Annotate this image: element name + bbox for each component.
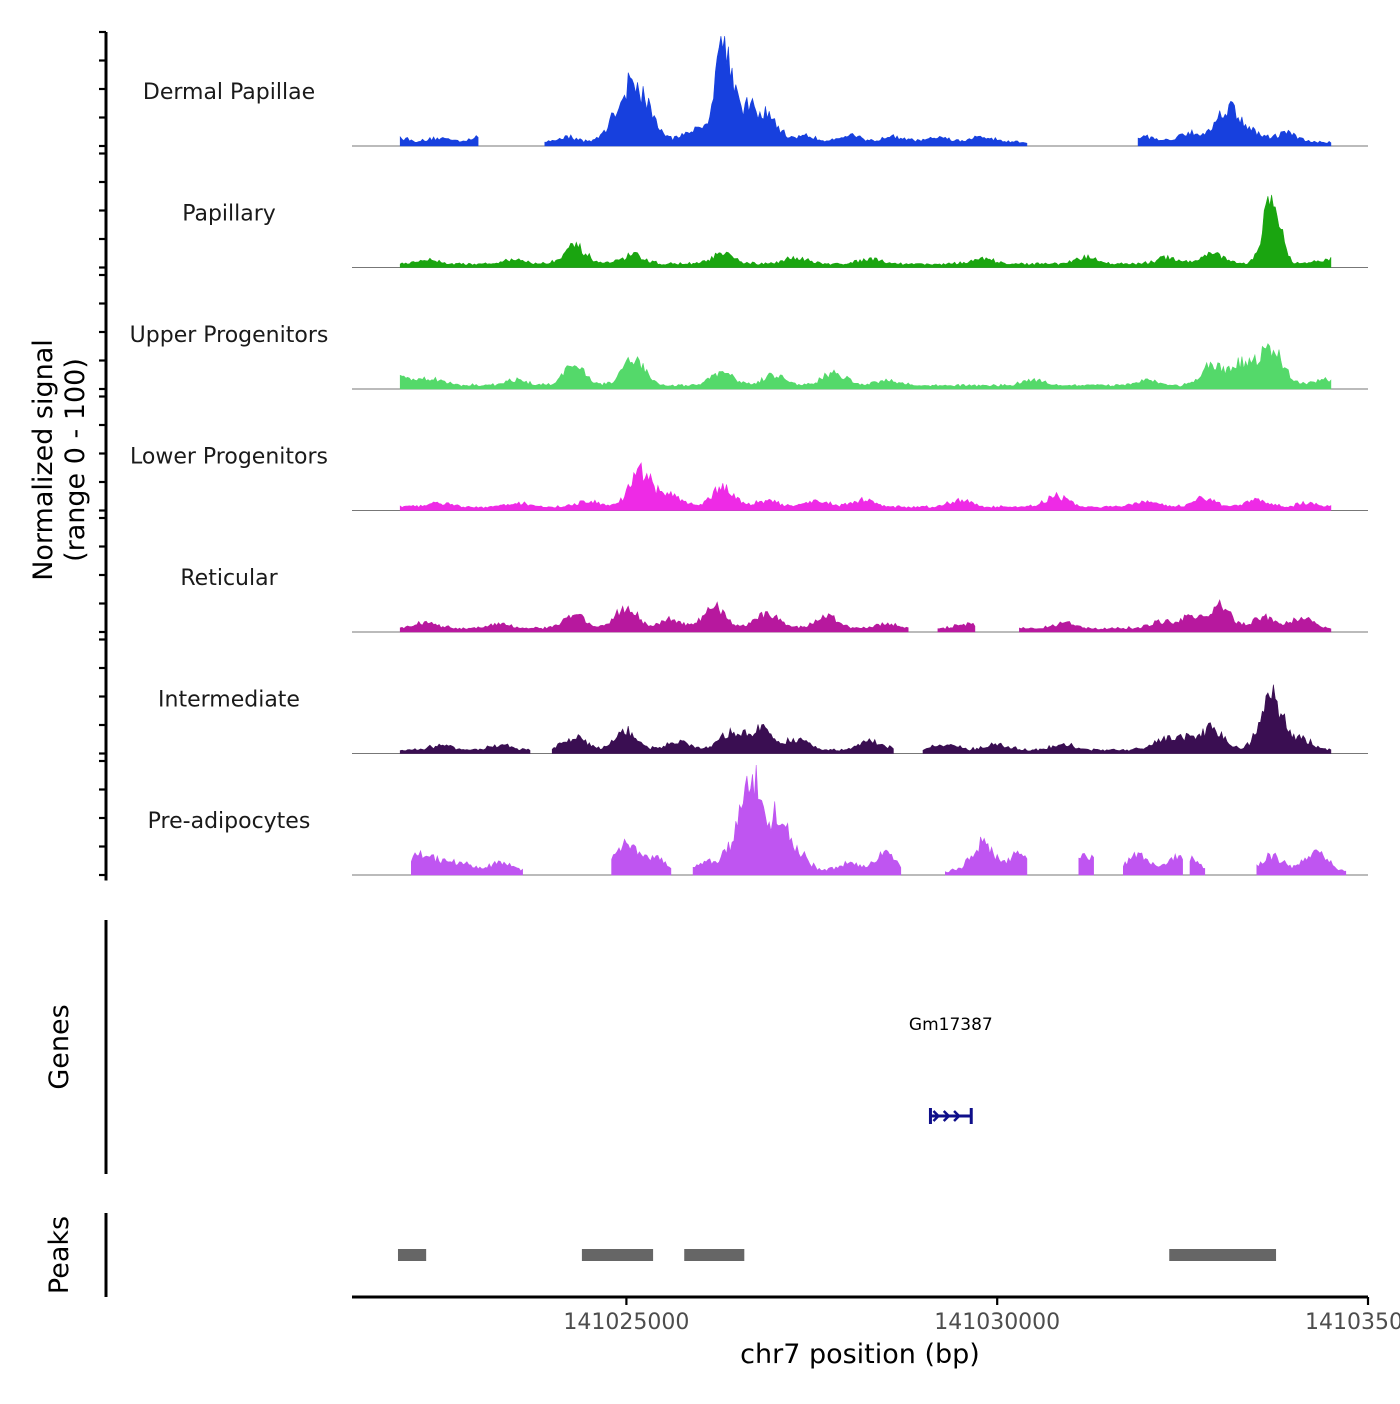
coverage-area <box>1123 851 1183 876</box>
coverage-tracks: Dermal Papillae Papillary Upper Progenitor… <box>130 35 1368 876</box>
track-label: Intermediate <box>158 688 300 713</box>
peak-region <box>581 1249 654 1261</box>
track-pre-adipocytes: Pre-adipocytes <box>148 764 1368 876</box>
peaks-panel-title: Peaks <box>44 1216 75 1294</box>
coverage-area <box>1256 849 1347 876</box>
coverage-area <box>937 622 976 633</box>
track-label: Lower Progenitors <box>130 445 328 470</box>
peak-region <box>397 1249 427 1261</box>
strand-arrow <box>932 1110 941 1122</box>
coverage-area <box>1137 100 1332 147</box>
coverage-area <box>411 849 523 876</box>
x-tick-label: 141025000 <box>563 1310 689 1335</box>
coverage-area <box>611 838 672 876</box>
x-tick-label: 141035000 <box>1305 1310 1400 1335</box>
track-label: Upper Progenitors <box>130 323 329 348</box>
gene-gm17387: Gm17387 <box>909 1015 993 1124</box>
track-label: Papillary <box>182 202 276 227</box>
track-upper-progenitors: Upper Progenitors <box>130 323 1368 390</box>
peak-region <box>684 1249 745 1261</box>
track-dermal-papillae: Dermal Papillae <box>143 35 1368 147</box>
coverage-area <box>945 836 1028 876</box>
genes-panel: Gm17387 <box>909 1015 993 1124</box>
peaks-panel <box>397 1249 1277 1261</box>
strand-arrow <box>953 1110 961 1122</box>
track-label: Dermal Papillae <box>143 80 315 105</box>
track-intermediate: Intermediate <box>158 684 1368 754</box>
gene-label: Gm17387 <box>909 1015 993 1035</box>
coverage-area <box>1078 852 1094 876</box>
track-lower-progenitors: Lower Progenitors <box>130 445 1368 511</box>
x-tick-label: 141030000 <box>934 1310 1060 1335</box>
x-axis-title: chr7 position (bp) <box>740 1339 980 1370</box>
coverage-area <box>399 135 479 147</box>
track-papillary: Papillary <box>182 194 1368 268</box>
track-reticular: Reticular <box>180 566 1368 633</box>
coverage-area <box>399 743 531 754</box>
track-label: Reticular <box>180 566 278 591</box>
coverage-area <box>922 684 1332 754</box>
y-axis-title: Normalized signal <box>28 339 59 581</box>
coverage-area <box>399 462 1332 511</box>
coverage-area <box>399 601 909 633</box>
track-label: Pre-adipocytes <box>148 809 311 834</box>
coverage-area <box>692 764 902 876</box>
coverage-area <box>1189 855 1206 876</box>
coverage-area <box>1019 599 1332 633</box>
strand-arrow <box>942 1110 951 1122</box>
coverage-area <box>399 343 1332 390</box>
coverage-area <box>551 723 894 754</box>
coverage-area <box>399 194 1332 268</box>
y-axis-subtitle: (range 0 - 100) <box>60 358 91 562</box>
signal-y-axis <box>99 30 108 881</box>
genes-panel-title: Genes <box>44 1004 75 1089</box>
peak-region <box>1169 1249 1277 1261</box>
x-axis: 141025000 141030000 141035000 <box>563 1297 1400 1335</box>
coverage-area <box>544 35 1028 147</box>
